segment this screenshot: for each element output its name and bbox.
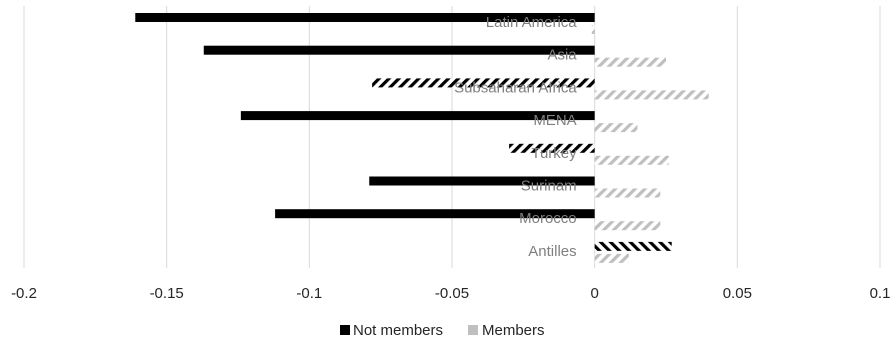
bar-members-morocco [594, 221, 661, 231]
bar-members-latin-america [591, 25, 595, 34]
bar-members-mena [594, 123, 638, 133]
legend-swatch-members [468, 325, 478, 335]
x-tick-label-0: -0.2 [11, 285, 37, 302]
x-tick-label-3: -0.05 [435, 285, 469, 302]
category-label-morocco: Morocco [519, 210, 577, 227]
x-tick-label-4: 0 [590, 285, 598, 302]
category-labels: Latin America Asia Subsaharan Africa MENA Tu… [454, 14, 577, 260]
legend-swatch-not-members [340, 325, 350, 335]
bar-not-members-subsaharan-africa [372, 78, 595, 88]
category-label-surinam: Surinam [521, 178, 577, 195]
legend-label-members: Members [482, 322, 545, 339]
x-tick-label-2: -0.1 [296, 285, 322, 302]
category-label-asia: Asia [547, 47, 577, 64]
x-tick-label-5: 0.05 [723, 285, 752, 302]
bar-not-members-morocco [275, 209, 595, 219]
bar-not-members-asia [203, 45, 595, 55]
legend-label-not-members: Not members [353, 322, 443, 339]
bar-members-subsaharan-africa [594, 90, 709, 100]
x-tick-label-6: 0.1 [870, 285, 891, 302]
category-label-subsaharan-africa: Subsaharan Africa [454, 79, 577, 96]
bar-members-surinam [594, 188, 661, 198]
x-tick-label-1: -0.15 [150, 285, 184, 302]
bar-members-antilles [594, 253, 629, 263]
bar-not-members-turkey [509, 143, 595, 153]
category-label-latin-america: Latin America [486, 14, 578, 31]
bar-members-turkey [594, 155, 669, 165]
category-label-antilles: Antilles [528, 243, 576, 260]
bars [135, 13, 709, 263]
bar-not-members-surinam [369, 176, 595, 186]
x-axis-tick-labels: -0.2 -0.15 -0.1 -0.05 0 0.05 0.1 [11, 285, 890, 302]
bar-members-asia [594, 57, 666, 67]
bar-not-members-antilles [594, 241, 672, 251]
bar-not-members-mena [240, 111, 595, 121]
category-label-mena: MENA [533, 112, 576, 129]
gridlines [23, 6, 881, 268]
category-label-turkey: Turkey [531, 145, 577, 162]
bar-not-members-latin-america [135, 13, 595, 22]
legend: Not members Members [340, 322, 545, 339]
